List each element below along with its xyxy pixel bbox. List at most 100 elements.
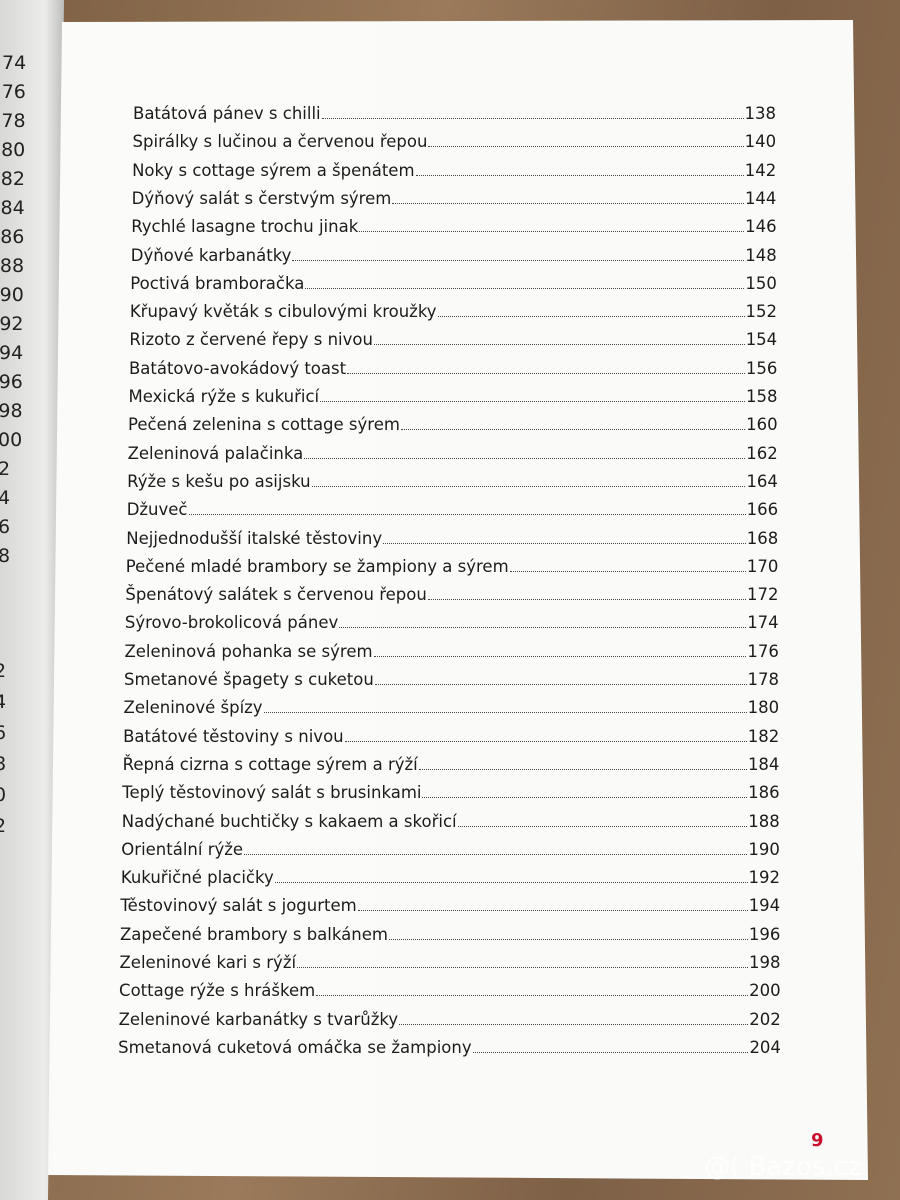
page-fragment: 2 (0, 458, 11, 480)
toc-title: Poctivá bramboračka (130, 273, 305, 293)
toc-row: Křupavý květák s cibulovými kroužky 152 (130, 302, 777, 324)
toc-page: 144 (744, 188, 777, 208)
dot-leader (374, 684, 747, 685)
page-fragment: 4 (0, 487, 11, 509)
toc-title: Špenátový salátek s červenou řepou (125, 585, 427, 605)
toc-page: 174 (747, 613, 779, 633)
dot-leader (427, 599, 747, 601)
toc-title: Spirálky s lučinou a červenou řepou (132, 132, 428, 152)
toc-row: Zeleninové špízy 180 (124, 698, 780, 720)
toc-row: Nejjednodušší italské těstoviny 168 (126, 529, 778, 551)
page-fragment: 96 (0, 371, 23, 393)
page-fragment: 78 (1, 110, 26, 132)
toc-row: Smetanová cuketová omáčka se žampiony 204 (118, 1038, 781, 1060)
toc-title: Mexická rýže s kukuřicí (128, 387, 320, 406)
toc-row: Orientální rýže 190 (121, 840, 780, 862)
toc-title: Smetanová cuketová omáčka se žampiony (118, 1037, 472, 1057)
toc-row: Pečené mladé brambory se žampiony a sýre… (126, 557, 779, 579)
toc-row: Džuveč 166 (127, 500, 778, 522)
dot-leader (274, 882, 748, 884)
toc-row: Řepná cizrna s cottage sýrem a rýží 184 (123, 755, 780, 777)
toc-title: Pečená zelenina s cottage sýrem (128, 415, 400, 435)
toc-page: 184 (747, 754, 780, 774)
toc-page: 160 (746, 415, 778, 435)
page-fragment: 86 (0, 226, 25, 248)
dot-leader (292, 259, 745, 261)
page-fragment: 76 (1, 81, 26, 103)
dot-leader (400, 429, 746, 431)
page-fragment: 8 (0, 545, 11, 567)
toc-row: Poctivá bramboračka 150 (130, 274, 777, 296)
toc-title: Džuveč (126, 500, 188, 520)
toc-page: 200 (749, 981, 781, 1001)
toc-row: Špenátový salátek s červenou řepou 172 (125, 585, 778, 607)
dot-leader (422, 797, 748, 799)
toc-row: Smetanové špagety s cuketou 178 (124, 670, 779, 692)
toc-title: Smetanové špagety s cuketou (124, 670, 374, 689)
page-fragment: 88 (0, 255, 25, 277)
toc-title: Rizoto z červené řepy s nivou (129, 330, 373, 350)
dot-leader (297, 967, 748, 968)
toc-row: Mexická rýže s kukuřicí 158 (129, 387, 778, 409)
toc-row: Pečená zelenina s cottage sýrem 160 (128, 415, 778, 437)
dot-leader (457, 825, 748, 827)
page-fragment: 4 (0, 691, 7, 713)
toc-title: Pečené mladé brambory se žampiony a sýre… (125, 556, 509, 576)
toc-page: 170 (746, 556, 779, 576)
toc-title: Noky s cottage sýrem a špenátem (132, 160, 415, 180)
toc-page: 164 (746, 471, 778, 491)
toc-row: Dýňový salát s čerstvým sýrem 144 (132, 189, 777, 211)
dot-leader (263, 712, 747, 714)
page-fragment: 6 (0, 516, 11, 538)
toc-row: Zeleninové karbanátky s tvarůžky 202 (119, 1010, 781, 1032)
dot-leader (305, 287, 745, 289)
page-fragment: 98 (0, 400, 23, 422)
toc-title: Nejjednodušší italské těstoviny (126, 528, 383, 548)
toc-title: Zeleninové špízy (123, 698, 263, 718)
toc-row: Zeleninová pohanka se sýrem 176 (124, 642, 778, 664)
dot-leader (339, 627, 747, 629)
page-fragment: 82 (0, 168, 25, 190)
toc-row: Spirálky s lučinou a červenou řepou 140 (133, 132, 777, 154)
dot-leader (316, 995, 749, 997)
toc-title: Těstovinový salát s jogurtem (120, 896, 357, 916)
toc-row: Sýrovo-brokolicová pánev 174 (125, 613, 779, 635)
page-fragment: 94 (0, 342, 24, 364)
dot-leader (399, 1023, 749, 1025)
toc-page: 168 (746, 528, 779, 548)
dot-leader (373, 655, 747, 657)
toc-title: Zeleninové karbanátky s tvarůžky (118, 1009, 399, 1029)
toc-page: 178 (747, 670, 780, 689)
page-fragment: 84 (0, 197, 25, 219)
toc-row: Kukuřičné placičky 192 (121, 868, 780, 890)
dot-leader (244, 853, 748, 855)
toc-page: 172 (747, 585, 779, 605)
toc-title: Řepná cizrna s cottage sýrem a rýží (122, 754, 418, 774)
toc-page: 194 (748, 896, 781, 916)
page-fragment: 2 (0, 815, 7, 837)
toc-row: Batátovo-avokádový toast 156 (129, 359, 777, 381)
toc-page: 204 (749, 1037, 781, 1057)
dot-leader (373, 344, 745, 346)
toc-row: Teplý těstovinový salát s brusinkami 186 (122, 783, 779, 805)
toc-row: Rychlé lasagne trochu jinak 146 (131, 217, 776, 239)
toc-page: 188 (748, 811, 780, 831)
toc-page: 198 (749, 953, 781, 972)
toc-page: 196 (748, 924, 781, 944)
toc-row: Cottage rýže s hráškem 200 (119, 981, 781, 1003)
dot-leader (418, 768, 747, 770)
toc-title: Dýňové karbanátky (130, 245, 292, 265)
toc-row: Dýňové karbanátky 148 (131, 246, 777, 268)
toc-row: Rizoto z červené řepy s nivou 154 (129, 330, 777, 352)
toc-title: Nadýchané buchtičky s kakaem a skořicí (121, 811, 457, 831)
toc-title: Křupavý květák s cibulovými kroužky (129, 302, 437, 322)
page-fragment: 8 (0, 753, 7, 775)
page-fragment: 2 (0, 660, 7, 682)
dot-leader (304, 457, 746, 459)
toc-title: Batátová pánev s chilli (133, 104, 321, 123)
toc-row: Noky s cottage sýrem a špenátem 142 (132, 161, 776, 183)
page-fragment: 0 (0, 784, 7, 806)
toc-title: Batátové těstoviny s nivou (123, 726, 344, 746)
toc-row: Zapečené brambory s balkánem 196 (120, 925, 780, 947)
toc-page: 176 (747, 641, 779, 661)
